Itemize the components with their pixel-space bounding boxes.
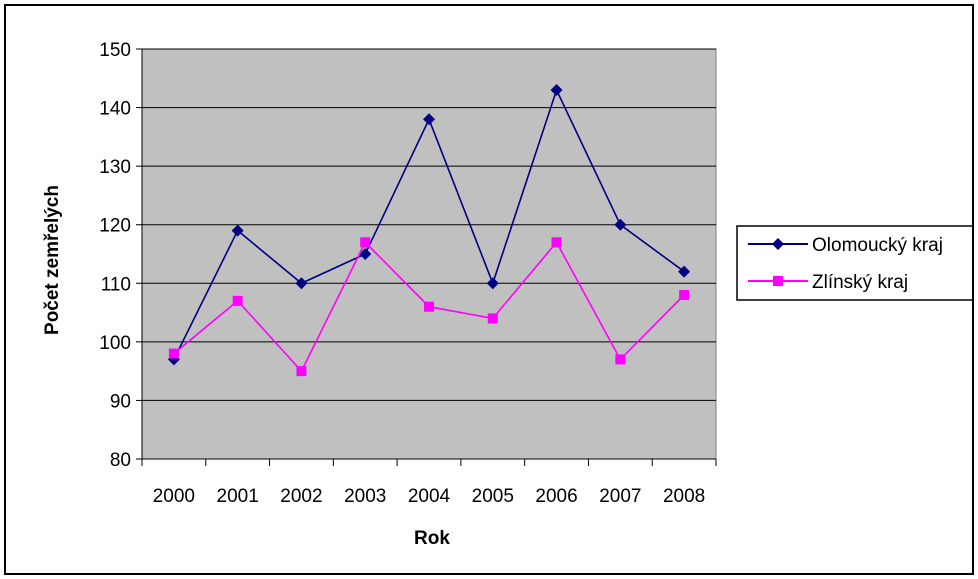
data-point-diamond: [486, 277, 499, 290]
data-point-diamond: [423, 113, 435, 126]
data-point-square: [360, 237, 371, 248]
data-point-square: [232, 295, 243, 306]
y-tick-label: 150: [99, 40, 131, 61]
series-1: [168, 237, 690, 377]
x-axis-title: Rok: [414, 528, 450, 549]
plot-area: [141, 48, 717, 460]
y-tick-label: 80: [110, 450, 131, 471]
data-point-diamond: [550, 84, 563, 96]
data-point-diamond: [614, 218, 627, 231]
legend-label-0: Olomoucký kraj: [812, 235, 943, 256]
y-axis-title: Počet zemřelých: [42, 185, 63, 335]
legend-box: [736, 225, 972, 301]
x-tick-label: 2005: [472, 486, 514, 507]
series-layer: [167, 84, 691, 377]
data-point-square: [296, 366, 307, 377]
legend-diamond-marker: [772, 238, 784, 250]
x-tick-label: 2002: [280, 486, 322, 507]
data-point-square: [679, 290, 690, 300]
legend-item-zlinsky: Zlínský kraj: [748, 272, 908, 293]
data-point-diamond: [295, 277, 308, 290]
data-point-square: [487, 313, 498, 324]
data-point-square: [615, 354, 626, 365]
data-point-square: [424, 301, 434, 312]
plot-background: [141, 48, 717, 460]
y-tick-label: 100: [99, 333, 131, 354]
data-point-diamond: [678, 265, 691, 278]
chart-frame: 80 90 100 110 120 130 140 150 2000 2001 2002 2003 2…: [4, 4, 974, 575]
x-tick-label: 2000: [153, 486, 195, 507]
data-point-diamond: [359, 248, 372, 260]
x-tick-label: 2003: [344, 486, 386, 507]
legend-label-1: Zlínský kraj: [812, 272, 908, 293]
x-axis-ticks: 2000 2001 2002 2003 2004 2005 2006 2007 2008: [141, 459, 717, 507]
x-tick-label: 2007: [599, 486, 641, 507]
y-tick-label: 130: [99, 157, 131, 178]
y-axis-ticks: 80 90 100 110 120 130 140 150: [99, 40, 142, 471]
x-tick-label: 2008: [663, 486, 705, 507]
legend-item-olomoucky: Olomoucký kraj: [748, 235, 943, 256]
x-tick-label: 2006: [535, 486, 577, 507]
y-tick-label: 140: [99, 99, 131, 120]
legend-square-marker: [773, 276, 783, 286]
y-tick-label: 120: [99, 216, 131, 237]
y-tick-label: 110: [101, 274, 131, 295]
data-point-square: [551, 237, 562, 248]
y-tick-label: 90: [110, 391, 131, 412]
legend: Olomoucký kraj Zlínský kraj: [736, 225, 972, 301]
x-tick-label: 2004: [408, 486, 451, 507]
data-point-square: [168, 348, 179, 359]
data-point-diamond: [231, 224, 244, 237]
x-tick-label: 2001: [217, 486, 259, 507]
